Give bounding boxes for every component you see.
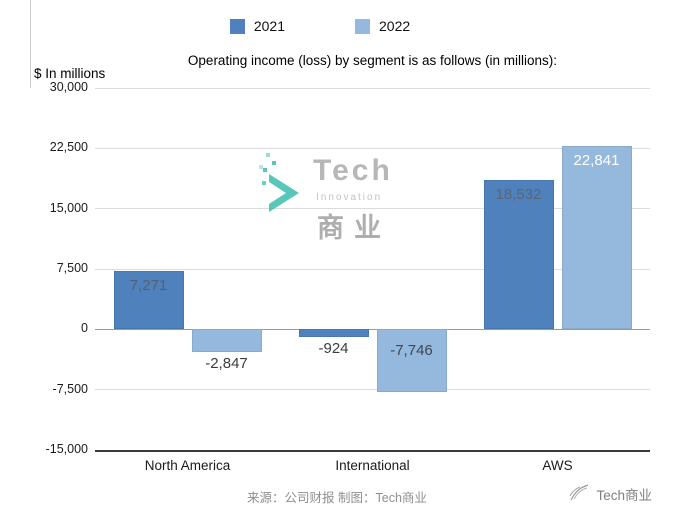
brand-badge: Tech商业 [562,482,652,505]
legend-item-2022: 2022 [355,18,410,34]
y-tick-label: -7,500 [52,381,88,396]
gridline [95,87,650,89]
y-axis-title: $ In millions [34,66,106,81]
watermark-dots-decoration [263,168,267,172]
bar-value-label: 18,532 [495,186,542,204]
gridline [95,389,650,391]
bar-value-label: -2,847 [205,355,248,373]
x-axis-line [95,449,650,452]
x-category-label: International [335,458,410,473]
legend-swatch-2021 [229,18,245,34]
x-category-label: North America [144,458,231,473]
gridline [95,147,650,149]
gridline [95,208,650,210]
watermark: Tech Innovation 商业 [255,140,455,250]
feather-icon [568,482,590,505]
bar-2022-aws [561,145,632,330]
y-tick-label: 22,500 [49,140,88,155]
top-left-axis-line [30,0,31,88]
bar-2022-international [376,329,447,392]
legend-label-2022: 2022 [379,18,411,34]
watermark-play-icon-notch [269,182,286,204]
source-credit: 来源：公司财报 制图：Tech商业 [247,491,427,505]
bar-2022-north-america [191,329,262,353]
y-tick-label: -15,000 [45,442,88,456]
bar-value-label: 7,271 [129,276,168,294]
bar-value-label: 22,841 [573,151,620,169]
bar-value-label: -7,746 [390,342,433,360]
chart-title: Operating income (loss) by segment is as… [187,53,558,68]
brand-name: Tech商业 [596,487,652,503]
gridline [95,268,650,270]
legend-swatch-2022 [355,18,370,34]
legend: 2021 2022 [0,18,640,34]
legend-item-2021: 2021 [229,18,285,34]
y-tick-label: 7,500 [56,261,88,275]
watermark-play-icon [269,174,299,212]
y-tick-label: 15,000 [49,200,88,215]
bar-value-label: -924 [318,339,349,357]
bar-2021-north-america [113,270,184,330]
y-tick-label: 30,000 [49,80,88,94]
y-tick-label: 0 [81,321,88,336]
watermark-innovation-text: Innovation [316,192,383,203]
legend-label-2021: 2021 [253,18,285,34]
watermark-tech-text: Tech [313,154,393,187]
x-category-label: AWS [542,458,573,473]
bar-2021-international [298,329,369,337]
watermark-shangye-text: 商业 [317,213,391,243]
gridline [95,328,650,330]
bar-2021-aws [483,180,554,330]
